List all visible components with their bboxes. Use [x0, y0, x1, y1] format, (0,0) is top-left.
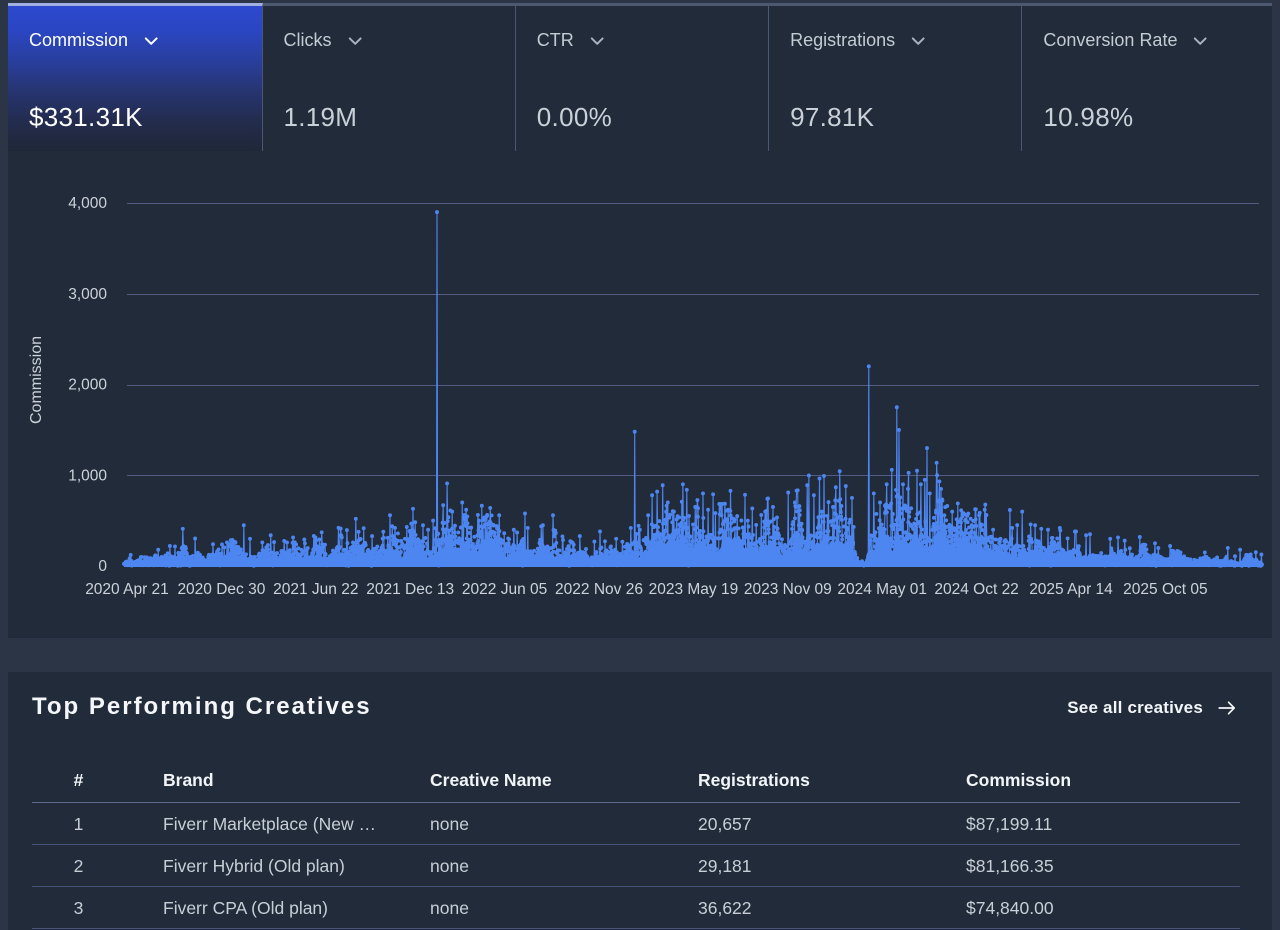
svg-text:2,000: 2,000: [68, 377, 107, 394]
svg-text:2021 Jun 22: 2021 Jun 22: [273, 581, 358, 598]
svg-text:4,000: 4,000: [68, 195, 107, 212]
svg-text:Commission: Commission: [28, 336, 45, 424]
svg-text:2020 Dec 30: 2020 Dec 30: [177, 581, 265, 598]
svg-text:2022 Jun 05: 2022 Jun 05: [462, 581, 547, 598]
svg-text:2025 Apr 14: 2025 Apr 14: [1029, 581, 1113, 598]
svg-text:2022 Nov 26: 2022 Nov 26: [555, 581, 643, 598]
svg-text:0: 0: [98, 558, 107, 575]
svg-text:2024 May 01: 2024 May 01: [837, 581, 927, 598]
svg-text:2023 May 19: 2023 May 19: [649, 581, 739, 598]
svg-text:2021 Dec 13: 2021 Dec 13: [366, 581, 454, 598]
svg-text:2024 Oct 22: 2024 Oct 22: [934, 581, 1018, 598]
svg-text:2020 Apr 21: 2020 Apr 21: [85, 581, 169, 598]
svg-text:1,000: 1,000: [68, 467, 107, 484]
svg-text:2025 Oct 05: 2025 Oct 05: [1123, 581, 1207, 598]
svg-text:2023 Nov 09: 2023 Nov 09: [744, 581, 832, 598]
svg-text:3,000: 3,000: [68, 286, 107, 303]
